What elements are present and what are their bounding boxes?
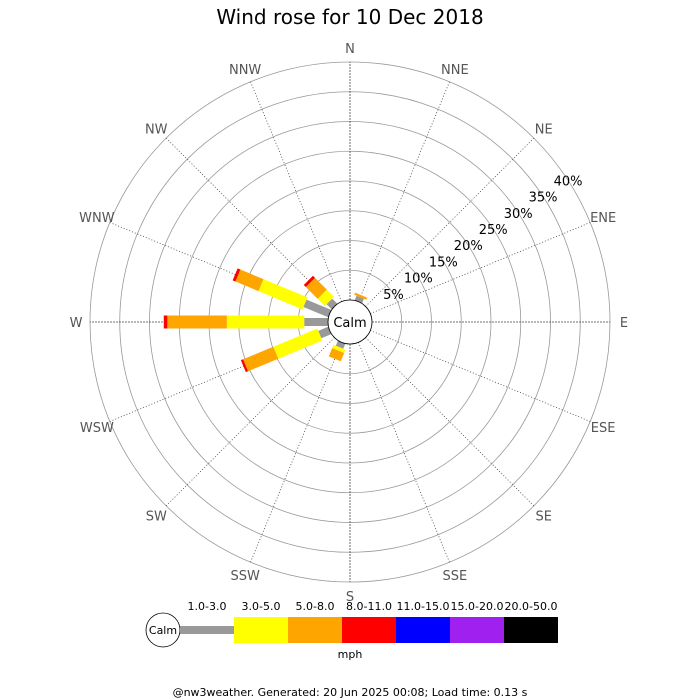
- direction-label-W: W: [70, 316, 83, 331]
- calm-center: Calm: [327, 299, 373, 345]
- legend-swatch-11.0-15.0: [396, 617, 450, 643]
- bar-WSW-5.0-8.0: [243, 346, 279, 372]
- direction-label-ESE: ESE: [591, 421, 616, 436]
- direction-label-NE: NE: [535, 122, 553, 137]
- legend-label-5.0-8.0: 5.0-8.0: [296, 600, 335, 613]
- wind-bars: [163, 268, 368, 373]
- direction-label-SE: SE: [536, 510, 552, 525]
- bar-NNE-1.0-3.0: [354, 295, 364, 304]
- bar-WSW-3.0-5.0: [273, 328, 323, 359]
- spoke-SW: [165, 337, 335, 507]
- spoke-NE: [365, 137, 535, 307]
- bar-WSW-1.0-3.0: [318, 326, 332, 339]
- polar-grid: [89, 61, 611, 583]
- spoke-NNW: [250, 81, 342, 302]
- radial-tick-label-5: 5%: [383, 288, 404, 303]
- radial-tick-label-10: 10%: [404, 272, 433, 287]
- direction-label-ENE: ENE: [590, 211, 616, 226]
- direction-label-N: N: [345, 42, 355, 57]
- calm-circle: [327, 299, 373, 345]
- legend-label-20.0-50.0: 20.0-50.0: [505, 600, 558, 613]
- bar-WSW-8.0-11.0: [240, 359, 249, 373]
- legend-swatch-8.0-11.0: [342, 617, 396, 643]
- radial-tick-label-30: 30%: [504, 207, 533, 222]
- spoke-SSW: [250, 342, 342, 563]
- radial-tick-label-40: 40%: [554, 174, 583, 189]
- bar-WNW-3.0-5.0: [258, 279, 308, 310]
- legend-label-15.0-20.0: 15.0-20.0: [451, 600, 504, 613]
- legend-swatch-15.0-20.0: [450, 617, 504, 643]
- direction-label-NNW: NNW: [229, 63, 261, 78]
- footer-text: @nw3weather. Generated: 20 Jun 2025 00:0…: [173, 686, 528, 699]
- radial-tick-label-25: 25%: [479, 223, 508, 238]
- bar-WNW-5.0-8.0: [235, 269, 264, 292]
- bar-WNW-8.0-11.0: [232, 268, 241, 282]
- spoke-ENE: [370, 222, 591, 314]
- direction-label-NNE: NNE: [441, 63, 469, 78]
- legend-swatch-5.0-8.0: [288, 617, 342, 643]
- direction-label-WSW: WSW: [80, 421, 114, 436]
- legend-calm-label: Calm: [149, 624, 177, 637]
- radial-tick-label-15: 15%: [429, 255, 458, 270]
- legend-label-11.0-15.0: 11.0-15.0: [397, 600, 450, 613]
- direction-label-S: S: [346, 590, 354, 605]
- direction-label-NW: NW: [145, 122, 168, 137]
- chart-title: Wind rose for 10 Dec 2018: [216, 5, 483, 29]
- bar-SSW-1.0-3.0: [335, 340, 346, 349]
- legend-label-8.0-11.0: 8.0-11.0: [346, 600, 392, 613]
- legend-label-3.0-5.0: 3.0-5.0: [242, 600, 281, 613]
- direction-label-SSE: SSE: [442, 569, 467, 584]
- legend-swatch-3.0-5.0: [234, 617, 288, 643]
- direction-label-E: E: [620, 316, 628, 331]
- bar-SSW-3.0-5.0: [332, 344, 346, 354]
- spoke-ESE: [370, 330, 591, 422]
- speed-legend: Calm 1.0-3.0 3.0-5.0 5.0-8.0 8.0-11.0 11.0-15…: [145, 600, 558, 661]
- legend-label-1.0-3.0: 1.0-3.0: [188, 600, 227, 613]
- calm-label: Calm: [333, 316, 366, 331]
- radial-tick-label-35: 35%: [529, 191, 558, 206]
- direction-label-SSW: SSW: [230, 569, 260, 584]
- bar-WNW-1.0-3.0: [303, 299, 332, 318]
- spoke-SE: [365, 337, 535, 507]
- spoke-NW: [165, 137, 335, 307]
- direction-label-SW: SW: [146, 510, 167, 525]
- spoke-SSE: [358, 342, 450, 563]
- bar-SSW-5.0-8.0: [328, 348, 345, 362]
- spoke-NNE: [358, 81, 450, 302]
- bar-NW-8.0-11.0: [303, 275, 316, 288]
- radial-tick-label-20: 20%: [454, 239, 483, 254]
- direction-label-WNW: WNW: [79, 211, 115, 226]
- legend-swatch-20.0-50.0: [504, 617, 558, 643]
- bar-NW-1.0-3.0: [326, 298, 338, 310]
- bar-NW-3.0-5.0: [317, 289, 334, 306]
- bar-NNE-5.0-8.0: [354, 292, 368, 300]
- legend-unit-label: mph: [338, 648, 363, 661]
- axis-labels: N NNE NE ENE E ESE SE SSE S SSW SW WSW W WNW NW NNW 5%10…: [70, 42, 629, 605]
- bar-NW-5.0-8.0: [305, 277, 327, 299]
